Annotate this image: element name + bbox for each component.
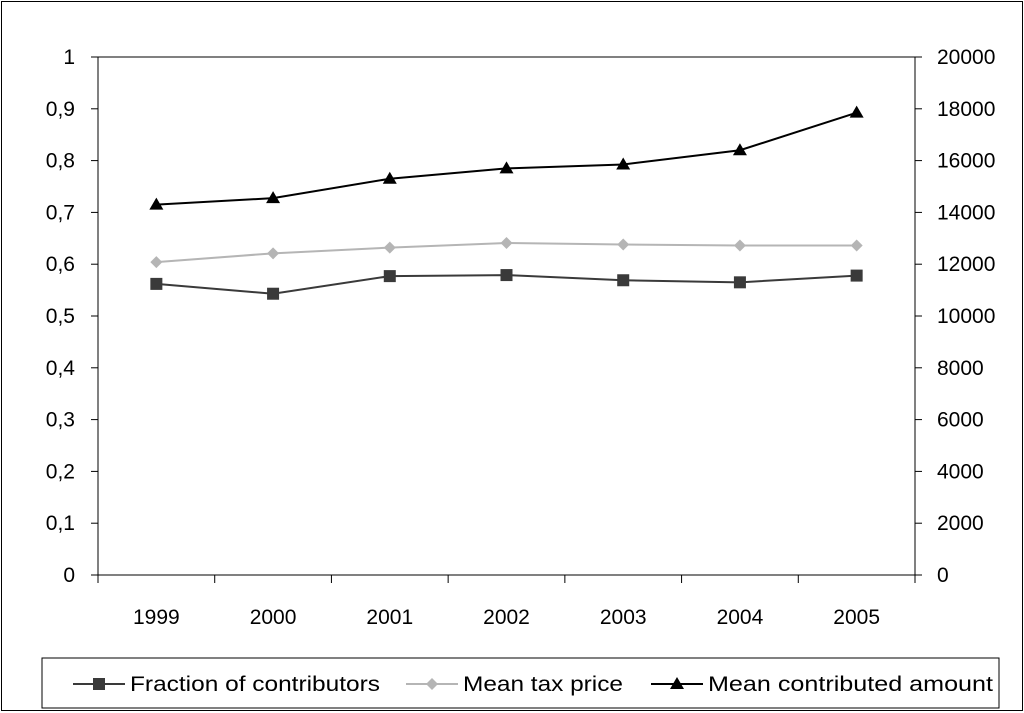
- x-axis-tick-label: 2003: [600, 606, 647, 629]
- left-axis-tick-label: 0,7: [46, 201, 75, 224]
- x-axis-tick-label: 2004: [717, 606, 764, 629]
- data-point: [149, 197, 164, 210]
- data-point: [733, 239, 746, 252]
- data-point: [267, 247, 280, 260]
- left-axis-tick-label: 0,5: [46, 305, 75, 328]
- axes: 0 0,1 0,2 0,3 0,4 0,5 0,6 0,7 0,8 0,9 1 0 2000 4000 60…: [46, 46, 996, 629]
- data-point: [150, 256, 163, 269]
- right-axis-tick-label: 0: [937, 564, 949, 587]
- data-point: [732, 143, 747, 156]
- right-axis-tick-label: 14000: [937, 201, 995, 224]
- series-2: [149, 105, 864, 210]
- legend-item: Fraction of contributors: [73, 673, 380, 696]
- data-point: [383, 241, 396, 254]
- right-axis-tick-label: 20000: [937, 46, 995, 69]
- right-axis-tick-label: 4000: [937, 460, 984, 483]
- left-axis-tick-label: 0: [63, 564, 75, 587]
- left-axis-tick-label: 0,6: [46, 253, 75, 276]
- x-axis-tick-label: 1999: [133, 606, 180, 629]
- left-axis-tick-label: 0,1: [46, 512, 75, 535]
- data-point: [382, 171, 397, 184]
- left-axis-tick-label: 0,8: [46, 150, 75, 173]
- legend-marker: [670, 677, 684, 689]
- data-point: [266, 191, 281, 204]
- legend-marker: [426, 678, 438, 690]
- legend-box: [41, 657, 1000, 709]
- data-point: [850, 239, 863, 252]
- data-point: [850, 269, 863, 282]
- right-axis-tick-label: 18000: [937, 98, 995, 121]
- left-axis-tick-label: 0,2: [46, 460, 75, 483]
- data-point: [500, 269, 513, 282]
- data-point: [500, 236, 513, 249]
- series-1: [150, 236, 863, 269]
- right-axis-tick-label: 12000: [937, 253, 995, 276]
- data-point: [267, 287, 280, 300]
- right-axis-tick-label: 8000: [937, 357, 984, 380]
- x-axis-tick-label: 2005: [833, 606, 880, 629]
- legend-label: Mean contributed amount: [708, 673, 993, 696]
- legend-item: Mean contributed amount: [651, 673, 993, 696]
- legend-item: Mean tax price: [406, 673, 623, 696]
- data-point: [383, 270, 396, 283]
- legend-label: Mean tax price: [463, 673, 623, 696]
- data-point: [616, 157, 631, 170]
- data-point: [849, 105, 864, 118]
- data-point: [617, 238, 630, 251]
- legend: Fraction of contributors Mean tax price Me…: [41, 657, 1000, 709]
- legend-marker: [93, 678, 105, 690]
- left-axis-tick-label: 0,9: [46, 98, 75, 121]
- legend-label: Fraction of contributors: [130, 673, 380, 696]
- x-axis-tick-label: 2000: [250, 606, 297, 629]
- left-axis-tick-label: 1: [63, 46, 75, 69]
- series-layer: [149, 105, 864, 300]
- left-axis-tick-label: 0,4: [46, 357, 76, 380]
- x-axis-tick-label: 2001: [366, 606, 413, 629]
- right-axis-tick-label: 6000: [937, 409, 984, 432]
- data-point: [617, 274, 630, 287]
- data-point: [499, 161, 514, 174]
- left-axis-tick-label: 0,3: [46, 409, 75, 432]
- right-axis-tick-label: 16000: [937, 150, 995, 173]
- right-axis-tick-label: 10000: [937, 305, 995, 328]
- right-axis-tick-label: 2000: [937, 512, 984, 535]
- x-axis-tick-label: 2002: [483, 606, 530, 629]
- series-0: [150, 269, 863, 300]
- data-point: [733, 276, 746, 289]
- data-point: [150, 277, 163, 290]
